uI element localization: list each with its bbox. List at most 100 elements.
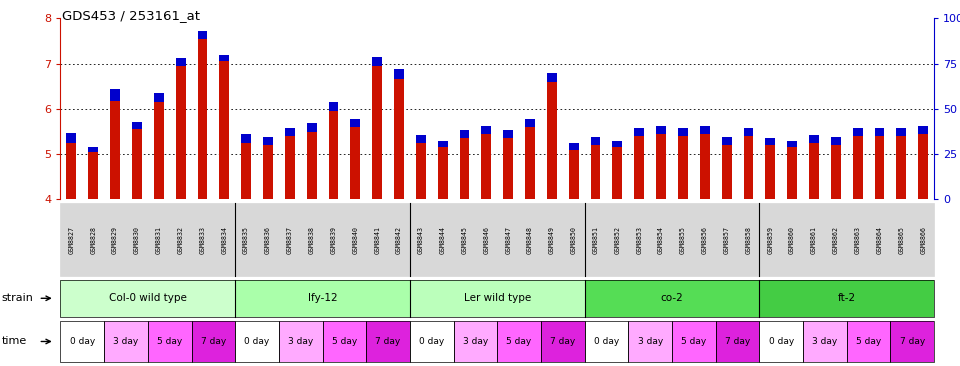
Text: 3 day: 3 day — [637, 337, 662, 346]
Text: 7 day: 7 day — [900, 337, 924, 346]
Text: GSM8860: GSM8860 — [789, 226, 795, 254]
Bar — [395, 70, 404, 79]
Text: GSM8863: GSM8863 — [854, 226, 860, 254]
Bar — [220, 61, 229, 199]
Bar — [722, 145, 732, 199]
Text: 7 day: 7 day — [375, 337, 400, 346]
Bar — [897, 136, 906, 199]
Bar — [635, 128, 644, 136]
Bar — [722, 137, 732, 145]
Bar — [285, 136, 295, 199]
Bar — [372, 57, 382, 66]
Text: GSM8847: GSM8847 — [505, 226, 511, 254]
Bar — [678, 128, 687, 136]
Bar — [831, 145, 841, 199]
Bar — [66, 133, 76, 143]
Text: 0 day: 0 day — [594, 337, 619, 346]
Bar — [176, 66, 185, 199]
Text: 3 day: 3 day — [288, 337, 313, 346]
Bar — [88, 147, 98, 152]
Bar — [176, 58, 185, 66]
Text: GSM8854: GSM8854 — [659, 226, 664, 254]
Text: GSM8843: GSM8843 — [418, 226, 424, 254]
Bar — [657, 134, 666, 199]
Bar — [590, 137, 600, 145]
Text: GSM8856: GSM8856 — [702, 226, 708, 254]
Text: GSM8865: GSM8865 — [899, 226, 904, 254]
Bar — [241, 143, 251, 199]
Bar — [154, 102, 163, 199]
Text: GSM8837: GSM8837 — [287, 226, 293, 254]
Text: Col-0 wild type: Col-0 wild type — [108, 293, 187, 303]
Bar — [460, 130, 469, 138]
Bar — [328, 111, 338, 199]
Text: GSM8831: GSM8831 — [156, 226, 161, 254]
Text: GSM8844: GSM8844 — [440, 226, 445, 254]
Text: GDS453 / 253161_at: GDS453 / 253161_at — [62, 9, 201, 22]
Bar — [875, 128, 884, 136]
Text: GSM8851: GSM8851 — [592, 226, 599, 254]
Bar — [744, 128, 754, 136]
Bar — [919, 126, 928, 134]
Bar — [569, 143, 579, 150]
Text: GSM8850: GSM8850 — [570, 226, 577, 254]
Text: lfy-12: lfy-12 — [308, 293, 337, 303]
Bar — [525, 127, 535, 199]
Bar — [263, 137, 273, 145]
Text: 3 day: 3 day — [812, 337, 837, 346]
Text: 5 day: 5 day — [507, 337, 532, 346]
Bar — [657, 126, 666, 134]
Bar — [198, 39, 207, 199]
Text: 7 day: 7 day — [725, 337, 750, 346]
Text: GSM8833: GSM8833 — [200, 226, 205, 254]
Text: 7 day: 7 day — [201, 337, 226, 346]
Bar — [765, 145, 775, 199]
Bar — [416, 143, 425, 199]
Text: GSM8839: GSM8839 — [330, 226, 337, 254]
Text: 5 day: 5 day — [332, 337, 357, 346]
Bar — [831, 137, 841, 145]
Bar — [132, 129, 142, 199]
Bar — [569, 150, 579, 199]
Text: GSM8836: GSM8836 — [265, 226, 271, 254]
Bar — [700, 134, 709, 199]
Bar — [372, 66, 382, 199]
Text: 5 day: 5 day — [157, 337, 182, 346]
Text: strain: strain — [2, 293, 34, 303]
Bar — [198, 30, 207, 39]
Bar — [395, 79, 404, 199]
Text: time: time — [2, 336, 27, 347]
Text: GSM8857: GSM8857 — [724, 226, 730, 254]
Bar — [809, 135, 819, 143]
Text: 7 day: 7 day — [550, 337, 575, 346]
Bar — [809, 143, 819, 199]
Text: GSM8849: GSM8849 — [549, 226, 555, 254]
Bar — [875, 136, 884, 199]
Text: ft-2: ft-2 — [838, 293, 855, 303]
Bar — [744, 136, 754, 199]
Text: GSM8852: GSM8852 — [614, 226, 620, 254]
Bar — [503, 138, 513, 199]
Bar — [612, 141, 622, 147]
Bar — [919, 134, 928, 199]
Text: GSM8864: GSM8864 — [876, 226, 882, 254]
Bar — [110, 101, 120, 199]
Text: GSM8858: GSM8858 — [746, 226, 752, 254]
Bar — [132, 123, 142, 129]
Text: 0 day: 0 day — [769, 337, 794, 346]
Bar — [350, 119, 360, 127]
Bar — [350, 127, 360, 199]
Bar — [482, 126, 492, 134]
Text: GSM8842: GSM8842 — [396, 226, 402, 254]
Text: GSM8834: GSM8834 — [221, 226, 228, 254]
Bar — [852, 136, 862, 199]
Bar — [66, 143, 76, 199]
Bar — [285, 128, 295, 136]
Bar — [154, 93, 163, 102]
Bar — [787, 141, 797, 147]
Text: GSM8845: GSM8845 — [462, 226, 468, 254]
Bar — [88, 152, 98, 199]
Bar — [852, 128, 862, 136]
Text: 5 day: 5 day — [856, 337, 881, 346]
Text: GSM8859: GSM8859 — [767, 226, 774, 254]
